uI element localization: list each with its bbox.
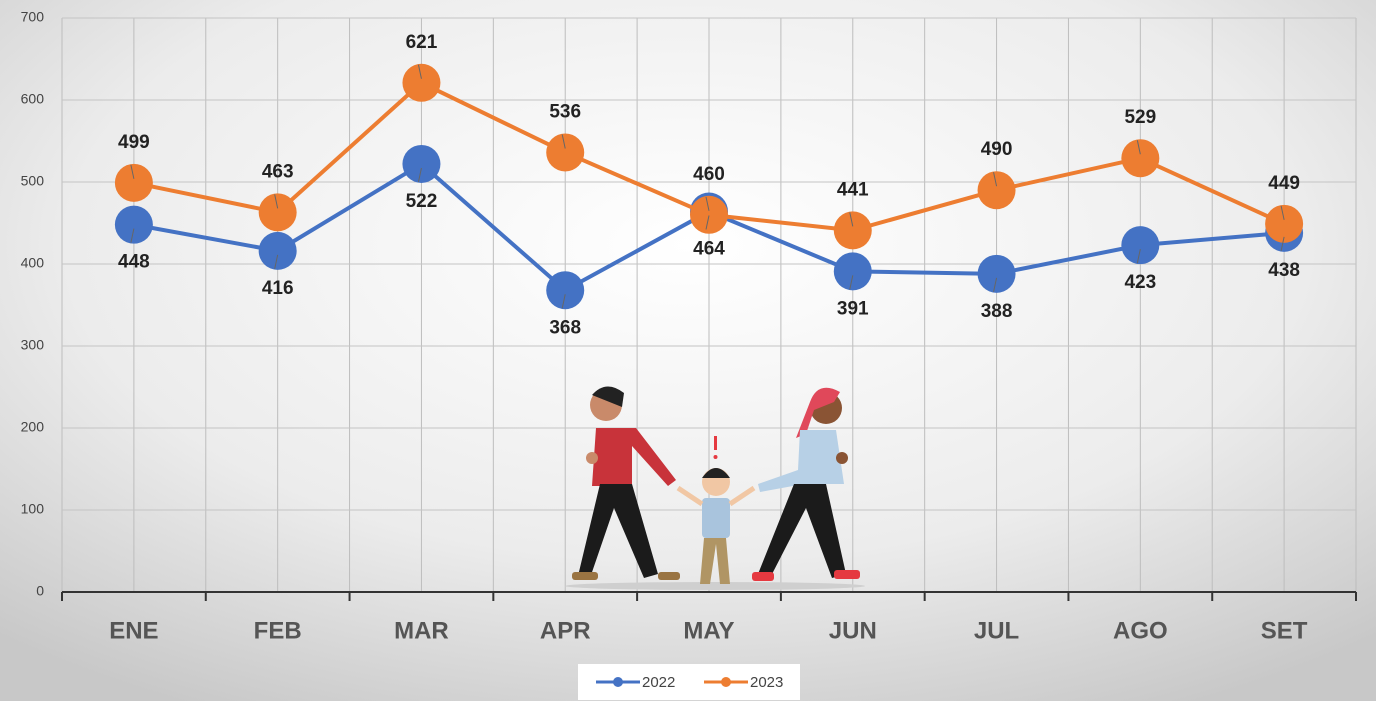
marker [259, 232, 297, 270]
x-tick-label: MAR [394, 617, 449, 644]
legend-marker [721, 677, 731, 687]
data-label: 460 [693, 164, 725, 185]
x-tick-label: AGO [1113, 617, 1168, 644]
marker [1121, 139, 1159, 177]
data-label: 499 [118, 132, 150, 153]
data-label: 490 [981, 139, 1013, 160]
marker [402, 145, 440, 183]
x-tick-label: ENE [109, 617, 158, 644]
marker [834, 252, 872, 290]
data-label: 391 [837, 298, 869, 319]
legend-label: 2022 [642, 674, 675, 691]
x-tick-label: MAY [683, 617, 734, 644]
marker [690, 196, 728, 234]
data-label: 621 [406, 32, 438, 53]
y-tick-label: 600 [21, 91, 45, 107]
legend-label: 2023 [750, 674, 783, 691]
x-tick-label: FEB [254, 617, 302, 644]
data-label: 449 [1268, 173, 1300, 194]
y-tick-label: 700 [21, 9, 45, 25]
y-tick-label: 500 [21, 173, 45, 189]
data-label: 416 [262, 278, 294, 299]
marker [546, 271, 584, 309]
x-tick-label: JUL [974, 617, 1019, 644]
marker [115, 164, 153, 202]
data-label: 522 [406, 191, 438, 212]
marker [259, 193, 297, 231]
marker [978, 255, 1016, 293]
x-tick-label: APR [540, 617, 591, 644]
marker [115, 206, 153, 244]
y-tick-label: 400 [21, 255, 45, 271]
data-label: 448 [118, 252, 150, 273]
x-tick-label: JUN [829, 617, 877, 644]
data-label: 441 [837, 179, 869, 200]
data-label: 536 [549, 101, 581, 122]
legend-marker [613, 677, 623, 687]
chart: 0 100 200 300 400 500 600 700 ENE FEB MAR APR MAY JUN… [0, 0, 1376, 701]
y-tick-label: 300 [21, 337, 45, 353]
y-tick-label: 200 [21, 419, 45, 435]
marker [546, 133, 584, 171]
data-label: 423 [1124, 272, 1156, 293]
data-label: 529 [1124, 107, 1156, 128]
marker [402, 64, 440, 102]
data-label: 463 [262, 161, 294, 182]
marker [1121, 226, 1159, 264]
data-label: 464 [693, 239, 725, 260]
data-label: 388 [981, 301, 1013, 322]
y-tick-label: 100 [21, 501, 45, 517]
y-tick-label: 0 [36, 583, 44, 599]
data-label: 368 [549, 317, 581, 338]
marker [834, 211, 872, 249]
data-label: 438 [1268, 260, 1300, 281]
marker [978, 171, 1016, 209]
x-tick-label: SET [1261, 617, 1308, 644]
